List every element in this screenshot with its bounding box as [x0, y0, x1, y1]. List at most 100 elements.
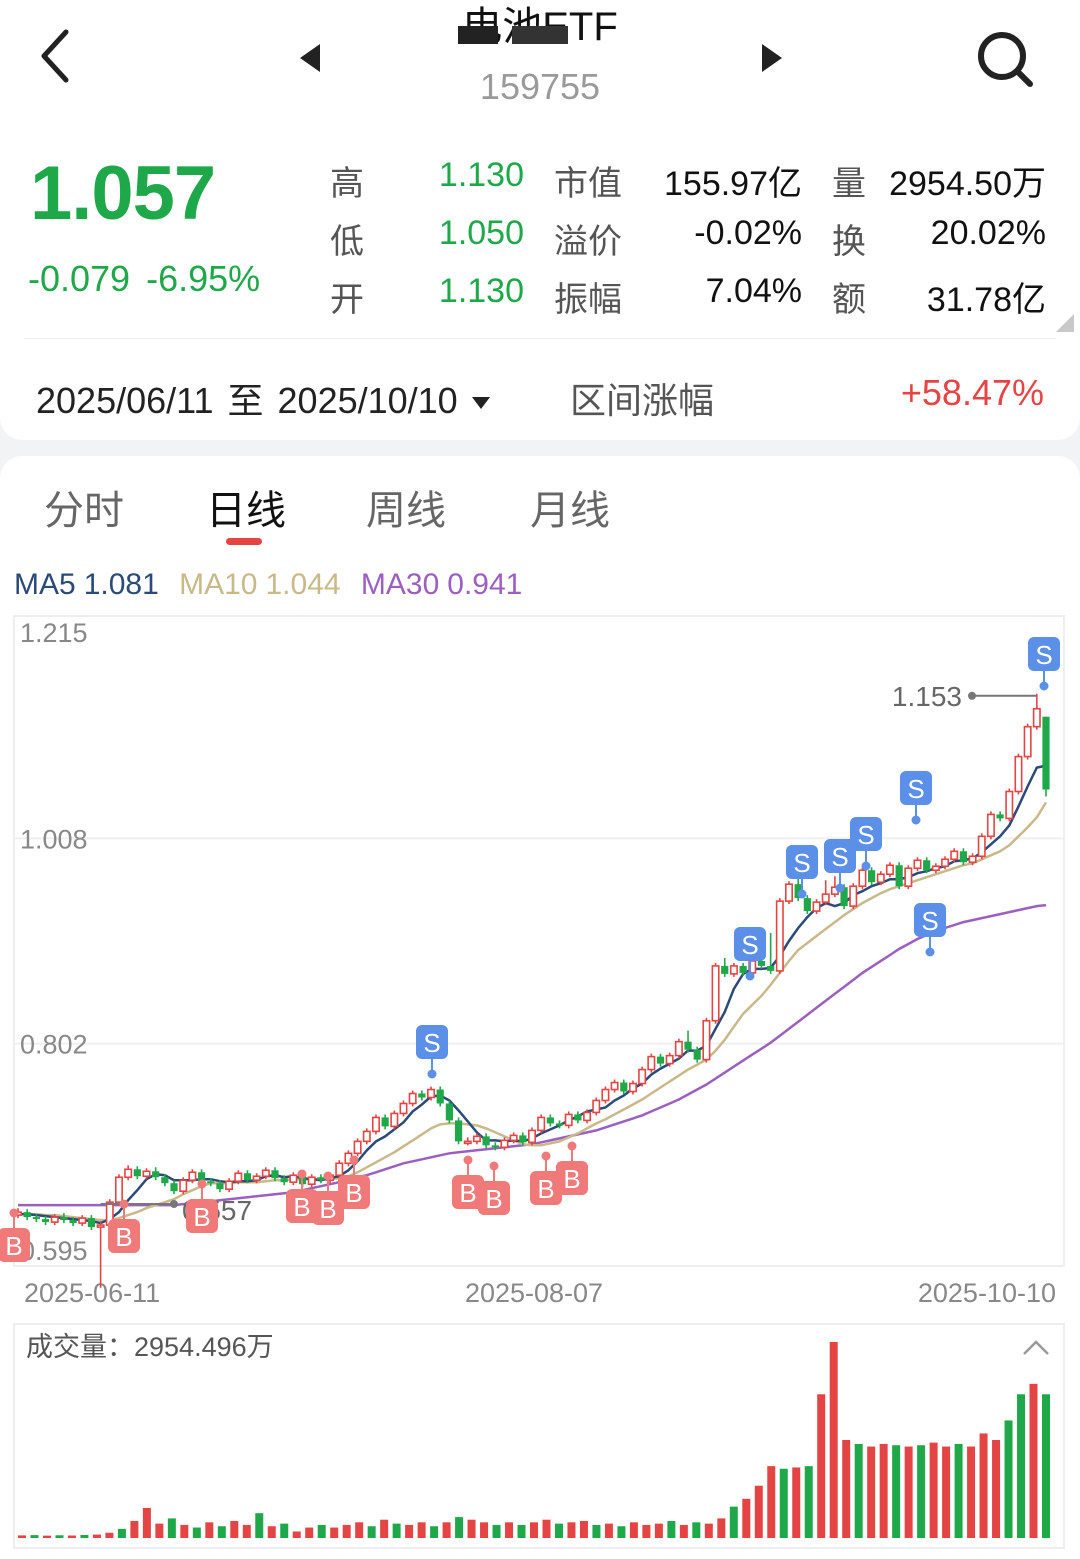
- volume-bar: [155, 1523, 164, 1538]
- stat-label: 高: [330, 165, 364, 203]
- volume-bar: [554, 1523, 563, 1538]
- signal-label: B: [459, 1178, 476, 1208]
- stat-value: 31.78亿: [926, 281, 1046, 319]
- volume-bar: [505, 1522, 514, 1538]
- volume-bar: [854, 1443, 863, 1538]
- search-icon[interactable]: [974, 28, 1036, 90]
- volume-bar: [480, 1522, 489, 1538]
- candle: [537, 1114, 546, 1134]
- candle: [463, 1137, 472, 1146]
- ma30-value: 0.941: [447, 568, 523, 601]
- candle: [234, 1170, 243, 1185]
- signal-box: [556, 1161, 588, 1195]
- candle: [381, 1114, 389, 1130]
- y-tick-label: 1.008: [20, 824, 88, 854]
- sell-signal-badge: S: [900, 771, 932, 825]
- tab-weekly[interactable]: 周线: [366, 489, 446, 533]
- candle: [454, 1117, 463, 1145]
- candle: [307, 1174, 316, 1188]
- volume-bar: [192, 1527, 201, 1538]
- volume-bar: [330, 1527, 339, 1538]
- volume-bar: [455, 1517, 464, 1538]
- signal-dot: [745, 971, 755, 981]
- candle: [858, 867, 867, 890]
- volume-bar: [842, 1440, 851, 1538]
- buy-signal-badge: B: [338, 1155, 370, 1209]
- volume-bar: [205, 1522, 214, 1538]
- candle-body: [216, 1183, 224, 1190]
- candle-body: [399, 1102, 408, 1115]
- volume-bar: [892, 1445, 901, 1538]
- candle-body: [767, 965, 775, 971]
- prev-triangle-icon[interactable]: [296, 40, 326, 76]
- candle-body: [1014, 755, 1023, 793]
- volume-bar: [954, 1443, 963, 1538]
- range-end: 2025/10/10: [277, 380, 458, 421]
- candle: [711, 962, 720, 1024]
- volume-bar: [242, 1524, 251, 1538]
- signal-dot: [297, 1169, 307, 1179]
- candle: [592, 1097, 601, 1116]
- expand-corner-icon[interactable]: [1056, 314, 1074, 332]
- candle-body: [50, 1216, 59, 1223]
- candle-body: [243, 1173, 252, 1181]
- candle: [188, 1169, 197, 1184]
- ma30-line: [18, 903, 1047, 1207]
- candle: [904, 865, 913, 890]
- signal-box: [312, 1191, 344, 1225]
- signal-box: [786, 845, 818, 879]
- candle: [353, 1138, 362, 1157]
- candle-body: [895, 865, 903, 887]
- signal-label: S: [1035, 640, 1052, 670]
- tab-monthly[interactable]: 月线: [530, 489, 610, 533]
- next-triangle-icon[interactable]: [756, 40, 786, 76]
- candle: [564, 1111, 573, 1129]
- stat-label: 低: [330, 223, 364, 261]
- candle-body: [592, 1099, 601, 1114]
- candle: [555, 1120, 564, 1129]
- candle: [78, 1215, 87, 1227]
- ma10-label: MA10: [179, 568, 258, 601]
- volume-bar: [117, 1528, 126, 1538]
- volume-bar: [979, 1433, 988, 1538]
- volume-bar: [55, 1535, 64, 1538]
- signal-box: [850, 817, 882, 851]
- candle: [684, 1030, 692, 1053]
- candle: [775, 898, 784, 974]
- candle-body: [638, 1068, 647, 1085]
- ma5-label: MA5: [14, 568, 76, 601]
- volume-bar: [967, 1446, 976, 1538]
- volume-bar: [817, 1394, 826, 1538]
- volume-bar: [704, 1523, 713, 1538]
- volume-bar: [255, 1513, 264, 1538]
- candle-body: [858, 869, 867, 887]
- volume-bar: [917, 1445, 926, 1538]
- candle-body: [950, 850, 959, 861]
- signal-box: [452, 1175, 484, 1209]
- date-range-selector[interactable]: 2025/06/11 至 2025/10/10: [36, 372, 490, 424]
- candle: [472, 1133, 481, 1145]
- tab-intraday[interactable]: 分时: [44, 489, 124, 533]
- tab-daily[interactable]: 日线: [206, 489, 286, 533]
- candle: [207, 1178, 215, 1187]
- back-chevron-icon[interactable]: [34, 28, 82, 84]
- volume-bar: [829, 1342, 838, 1538]
- collapse-chevron-icon[interactable]: [1023, 1340, 1049, 1355]
- candle-body: [794, 884, 802, 899]
- candle-body: [371, 1116, 380, 1133]
- candle: [289, 1172, 298, 1186]
- volume-bar: [67, 1535, 76, 1538]
- min-pointer-dot: [170, 1200, 178, 1208]
- candle: [628, 1080, 637, 1095]
- signal-dot: [797, 889, 807, 899]
- dropdown-caret-icon[interactable]: [471, 397, 490, 410]
- signal-box: [0, 1228, 30, 1262]
- candle-body: [353, 1140, 362, 1155]
- candle: [170, 1180, 178, 1195]
- candle: [87, 1215, 96, 1231]
- volume-value: 2954.496万: [134, 1332, 274, 1362]
- signal-box: [530, 1171, 562, 1205]
- volume-bar: [280, 1523, 289, 1538]
- page-title: 电池ETF: [380, 4, 700, 44]
